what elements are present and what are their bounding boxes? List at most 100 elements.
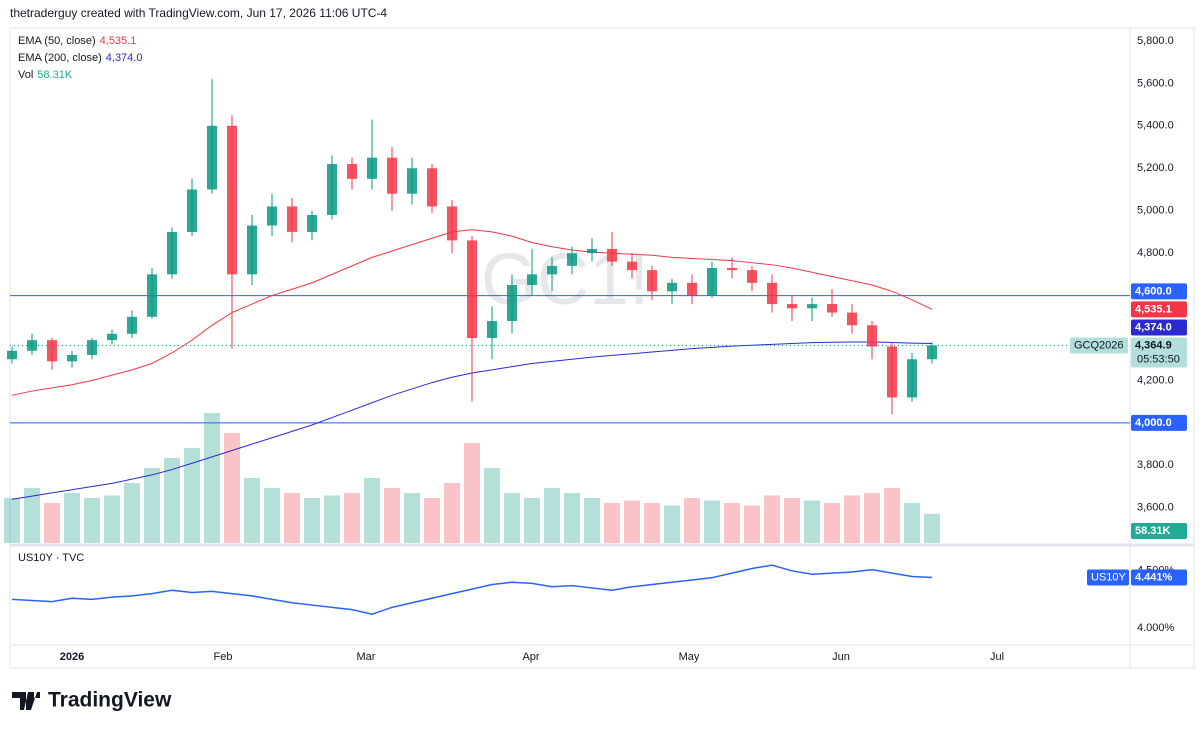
header: thetraderguy created with TradingView.co… bbox=[10, 6, 387, 20]
legend-value: 58.31K bbox=[37, 69, 73, 81]
price-label: 4,535.1 bbox=[1135, 303, 1172, 315]
candle-body bbox=[307, 214, 317, 232]
legend-name: Vol bbox=[18, 69, 33, 81]
candle-body bbox=[827, 304, 837, 313]
volume-label-box bbox=[1131, 523, 1187, 539]
volume-bar bbox=[824, 503, 840, 543]
volume-bar bbox=[524, 498, 540, 543]
volume-bar bbox=[704, 500, 720, 543]
candle-body bbox=[87, 340, 97, 355]
y-tick-label: 4.000% bbox=[1137, 622, 1175, 634]
candle-body bbox=[487, 321, 497, 339]
y-tick-label: 5,000.0 bbox=[1137, 205, 1174, 217]
candle-body bbox=[427, 168, 437, 207]
x-tick-label: Jul bbox=[990, 651, 1004, 663]
pane-title: US10Y · TVC bbox=[18, 552, 84, 564]
candle-body bbox=[807, 304, 817, 309]
volume-bar bbox=[64, 493, 80, 543]
candle-body bbox=[887, 346, 897, 398]
price-label-box bbox=[1131, 319, 1187, 336]
volume-bar bbox=[924, 513, 940, 543]
volume-bar bbox=[164, 458, 180, 543]
candle-body bbox=[707, 267, 717, 296]
candle-body bbox=[607, 248, 617, 262]
price-label-box bbox=[1131, 301, 1187, 318]
price-label: 4,374.0 bbox=[1135, 321, 1172, 333]
x-tick-label: May bbox=[679, 651, 700, 663]
candle-body bbox=[387, 157, 397, 194]
volume-bar bbox=[744, 505, 760, 543]
candle-body bbox=[547, 265, 557, 275]
volume-bar bbox=[724, 503, 740, 543]
volume-bar bbox=[224, 433, 240, 543]
volume-bar bbox=[904, 503, 920, 543]
volume-bar bbox=[844, 495, 860, 543]
volume-bar bbox=[24, 488, 40, 543]
volume-bar bbox=[44, 503, 60, 543]
price-label: 4,364.9 bbox=[1135, 339, 1172, 351]
legend-name: EMA (50, close) bbox=[18, 35, 96, 47]
price-label: 4.441% bbox=[1135, 571, 1173, 583]
volume-bar bbox=[184, 448, 200, 543]
price-label: 4,600.0 bbox=[1135, 285, 1172, 297]
candle-body bbox=[47, 340, 57, 362]
candle-body bbox=[327, 164, 337, 215]
volume-bar bbox=[504, 493, 520, 543]
volume-bar bbox=[544, 488, 560, 543]
volume-bar bbox=[84, 498, 100, 543]
candle-body bbox=[7, 350, 17, 360]
brand-logo bbox=[12, 692, 40, 710]
volume-bars bbox=[4, 413, 940, 543]
y-tick-label: 4,200.0 bbox=[1137, 374, 1174, 386]
candle-body bbox=[687, 282, 697, 296]
volume-bar bbox=[244, 478, 260, 543]
volume-bar bbox=[764, 495, 780, 543]
legend-value: 4,535.1 bbox=[100, 35, 137, 47]
candle-body bbox=[787, 304, 797, 309]
candle-body bbox=[727, 267, 737, 271]
y-tick-label: 5,600.0 bbox=[1137, 77, 1174, 89]
candle-body bbox=[507, 284, 517, 322]
volume-bar bbox=[684, 498, 700, 543]
volume-bar bbox=[104, 495, 120, 543]
frame bbox=[9, 27, 1195, 669]
candle-body bbox=[847, 312, 857, 326]
volume-bar bbox=[884, 488, 900, 543]
volume-bar bbox=[784, 498, 800, 543]
price-label-box bbox=[1131, 283, 1187, 300]
series-name: US10Y bbox=[1091, 571, 1127, 583]
candle-body bbox=[407, 168, 417, 194]
candle-body bbox=[227, 125, 237, 275]
price-label-box bbox=[1131, 337, 1187, 368]
y-tick-label: 5,200.0 bbox=[1137, 162, 1174, 174]
volume-bar bbox=[464, 443, 480, 543]
candle-body bbox=[907, 359, 917, 398]
volume-bar bbox=[384, 488, 400, 543]
ticker-box bbox=[1070, 337, 1128, 354]
volume-bar bbox=[344, 493, 360, 543]
ticker-label: GCQ2026 bbox=[1074, 339, 1124, 351]
y-tick-label: 4,800.0 bbox=[1137, 247, 1174, 259]
candle-body bbox=[107, 333, 117, 341]
candle-body bbox=[287, 206, 297, 232]
volume-bar bbox=[584, 498, 600, 543]
legend-value: 4,374.0 bbox=[106, 52, 143, 64]
candle-body bbox=[867, 325, 877, 347]
volume-bar bbox=[664, 505, 680, 543]
candle-body bbox=[187, 189, 197, 232]
volume-bar bbox=[864, 493, 880, 543]
volume-bar bbox=[484, 468, 500, 543]
volume-bar bbox=[604, 503, 620, 543]
volume-bar bbox=[364, 478, 380, 543]
volume-bar bbox=[444, 483, 460, 543]
x-tick-label: Apr bbox=[522, 651, 539, 663]
watermark: GC1! bbox=[481, 240, 649, 320]
candle-body bbox=[587, 248, 597, 254]
candle-body bbox=[447, 206, 457, 241]
candle-body bbox=[347, 164, 357, 179]
volume-label: 58.31K bbox=[1135, 525, 1171, 537]
x-tick-label: Feb bbox=[214, 651, 233, 663]
candle-body bbox=[527, 274, 537, 285]
